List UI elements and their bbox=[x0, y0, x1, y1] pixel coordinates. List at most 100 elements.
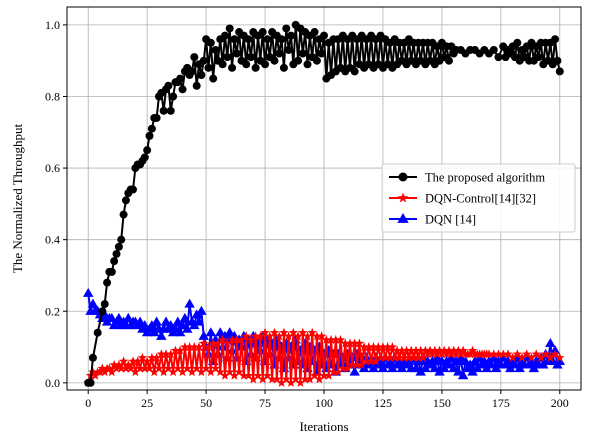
data-point bbox=[93, 328, 102, 337]
series-the-proposed-algorithm bbox=[84, 20, 564, 387]
data-point bbox=[377, 363, 389, 373]
data-point bbox=[164, 81, 173, 90]
x-tick-label: 0 bbox=[85, 396, 91, 410]
y-axis-ticks: 0.0 0.2 0.4 0.6 0.8 1.0 bbox=[45, 18, 67, 390]
data-point bbox=[246, 53, 255, 62]
data-point bbox=[199, 56, 208, 65]
data-point bbox=[484, 349, 494, 359]
data-point bbox=[145, 131, 154, 140]
data-point bbox=[401, 345, 412, 355]
data-point bbox=[144, 363, 155, 373]
data-point bbox=[517, 352, 527, 362]
legend-marker bbox=[397, 192, 409, 203]
legend: The proposed algorithm DQN-Control[14][32… bbox=[381, 163, 576, 233]
data-point bbox=[189, 342, 200, 352]
data-point bbox=[507, 352, 518, 362]
data-point bbox=[198, 330, 209, 340]
data-point bbox=[550, 349, 560, 359]
data-point bbox=[215, 327, 226, 337]
data-point bbox=[555, 352, 565, 362]
data-point bbox=[497, 352, 509, 362]
data-point bbox=[87, 298, 99, 308]
data-point bbox=[236, 334, 247, 344]
data-point bbox=[389, 352, 400, 362]
data-point bbox=[378, 342, 388, 352]
data-point bbox=[467, 366, 478, 376]
data-point bbox=[239, 370, 249, 380]
data-point bbox=[514, 363, 525, 373]
data-point bbox=[536, 352, 546, 362]
data-point bbox=[293, 331, 303, 341]
data-point bbox=[184, 298, 195, 308]
data-point bbox=[545, 352, 556, 362]
data-point bbox=[352, 359, 362, 369]
data-point bbox=[117, 235, 126, 244]
data-point bbox=[232, 49, 241, 58]
data-point bbox=[250, 331, 261, 341]
data-point bbox=[158, 367, 169, 377]
data-point bbox=[298, 49, 307, 58]
x-tick-label: 150 bbox=[433, 396, 451, 410]
data-point bbox=[228, 63, 237, 72]
data-point bbox=[427, 355, 438, 365]
data-point bbox=[307, 327, 317, 337]
data-point bbox=[98, 307, 107, 316]
data-point bbox=[217, 334, 228, 344]
data-point bbox=[189, 320, 200, 330]
data-point bbox=[201, 363, 211, 373]
data-point bbox=[187, 367, 197, 377]
data-point bbox=[387, 342, 398, 352]
data-point bbox=[312, 56, 321, 65]
data-point bbox=[385, 352, 395, 362]
data-point bbox=[460, 355, 471, 365]
data-point bbox=[267, 374, 277, 384]
data-point bbox=[399, 352, 409, 362]
data-point bbox=[191, 363, 202, 373]
data-point bbox=[225, 24, 234, 33]
data-point bbox=[176, 74, 185, 83]
data-point bbox=[215, 367, 226, 377]
data-point bbox=[170, 323, 181, 333]
data-point bbox=[112, 249, 121, 258]
data-point bbox=[286, 377, 296, 387]
data-point bbox=[140, 153, 149, 162]
data-point bbox=[156, 330, 167, 340]
data-point bbox=[420, 345, 431, 355]
data-point bbox=[121, 196, 130, 205]
data-point bbox=[526, 352, 537, 362]
data-point bbox=[110, 257, 119, 266]
y-tick-label: 0.6 bbox=[45, 161, 60, 175]
data-point bbox=[411, 345, 421, 355]
data-point bbox=[415, 345, 426, 355]
data-point bbox=[258, 28, 267, 37]
data-point bbox=[192, 81, 201, 90]
data-point bbox=[137, 352, 148, 362]
data-point bbox=[262, 370, 273, 380]
data-point bbox=[364, 342, 374, 352]
data-point bbox=[190, 53, 199, 62]
data-point bbox=[163, 363, 174, 373]
data-point bbox=[255, 331, 266, 341]
data-point bbox=[224, 327, 235, 337]
x-axis-ticks: 0 25 50 75 100 125 150 175 200 bbox=[85, 390, 569, 410]
data-point bbox=[132, 356, 143, 366]
data-point bbox=[244, 35, 253, 44]
data-point bbox=[321, 334, 332, 344]
legend-label: DQN [14] bbox=[425, 213, 476, 227]
data-point bbox=[147, 352, 157, 362]
legend-entry-the-proposed-algorithm: The proposed algorithm bbox=[389, 171, 545, 185]
y-tick-label: 0.8 bbox=[45, 89, 60, 103]
data-point bbox=[503, 349, 513, 359]
data-point bbox=[277, 35, 286, 44]
data-point bbox=[243, 370, 254, 380]
data-point bbox=[448, 345, 459, 355]
data-point bbox=[434, 345, 445, 355]
data-point bbox=[375, 352, 386, 362]
data-point bbox=[472, 363, 483, 373]
data-point bbox=[534, 53, 543, 62]
data-point bbox=[361, 356, 372, 366]
data-point bbox=[342, 363, 353, 373]
data-point bbox=[498, 349, 508, 359]
data-point bbox=[114, 359, 124, 369]
data-point bbox=[408, 352, 419, 362]
